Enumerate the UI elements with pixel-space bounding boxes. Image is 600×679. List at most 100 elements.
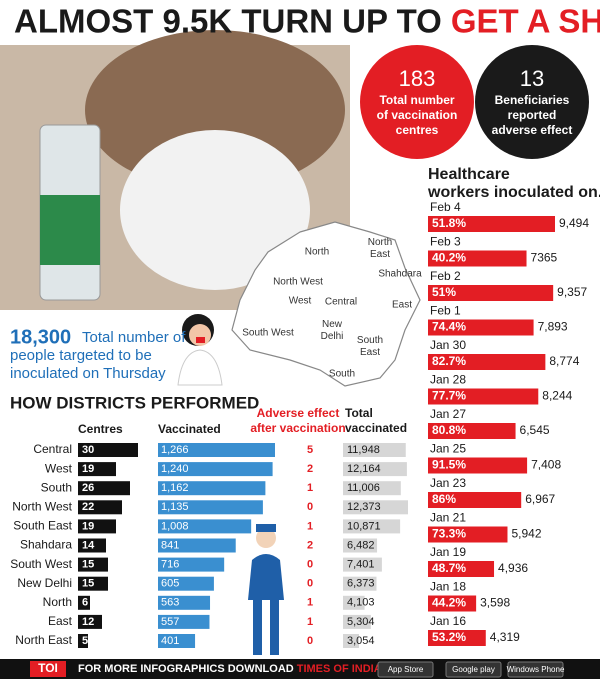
stat-label: Beneficiaries [495,93,570,107]
map-region-label: North [305,247,329,258]
vaccinated-bar [158,538,236,553]
count-label: 7365 [531,251,558,265]
centres-bar [78,443,138,457]
title-highlight: GET A SHOT [451,3,600,40]
centres-bar [78,500,122,515]
date-label: Jan 21 [430,511,466,525]
centres-bar [78,634,88,648]
healthcare-title: Healthcare [428,166,510,183]
centres-value: 5 [82,635,88,647]
photo-mask [120,130,310,290]
adverse-value: 1 [307,520,313,532]
count-label: 8,774 [549,354,579,368]
centres-value: 15 [82,578,94,590]
district-name: North [43,595,72,609]
vaccinated-value: 1,266 [161,444,189,456]
header-adverse: after vaccination [250,421,345,435]
doctor-leg [253,600,262,655]
percent-label: 44.2% [432,596,466,610]
map-region-label: South West [242,328,294,339]
centres-bar [78,462,116,477]
percent-label: 73.3% [432,527,466,541]
total-value: 6,373 [347,578,375,590]
stat-circle [475,45,589,159]
district-name: East [48,614,73,628]
map-region-label: North East [368,237,392,260]
adverse-value: 1 [307,597,313,609]
map-region-label: Central [325,297,357,308]
count-bar [428,423,516,439]
centres-value: 12 [82,616,94,628]
centres-value: 6 [82,597,88,609]
map-region-label: South [329,369,355,380]
count-bar [428,492,522,508]
date-label: Jan 19 [430,545,466,559]
count-label: 5,942 [511,527,541,541]
centres-value: 22 [82,501,94,513]
count-bar [428,216,555,232]
store-badge-label: Windows Phone [507,665,565,674]
photo-vial-label [40,195,100,265]
date-label: Feb 3 [430,235,461,249]
vaccinated-bar [158,595,211,610]
title: ALMOST 9.5K TURN UP TO [14,3,442,40]
district-name: North West [12,499,72,513]
vaccinated-bar [158,519,252,534]
date-label: Jan 25 [430,442,466,456]
centres-bar [78,595,90,610]
centres-bar [78,576,108,591]
total-bar [343,557,382,572]
percent-label: 91.5% [432,458,466,472]
total-bar [343,462,407,477]
stat-label: of vaccination [377,108,458,122]
centres-value: 26 [82,482,94,494]
person-mask [196,337,205,343]
vaccinated-bar [158,462,273,477]
adverse-value: 0 [307,578,313,590]
centres-bar [78,519,116,534]
district-name: South East [13,519,72,533]
date-label: Jan 27 [430,407,466,421]
stat-label: reported [508,108,557,122]
doctor-cap [256,524,276,532]
total-value: 4,103 [347,597,375,609]
count-bar [428,388,539,405]
vaccinated-bar [158,576,214,591]
total-value: 3,054 [347,635,375,647]
vaccinated-value: 1,162 [161,482,189,494]
stat-label: centres [396,123,439,137]
total-bar [343,481,401,496]
percent-label: 51.8% [432,216,466,230]
districts-title: HOW DISTRICTS PERFORMED [10,393,259,412]
targeted-label: Total number of [82,329,186,346]
vaccinated-bar [158,614,210,629]
total-value: 10,871 [347,520,381,532]
targeted-label: inoculated on Thursday [10,365,166,382]
vaccinated-value: 841 [161,539,179,551]
centres-value: 14 [82,539,95,551]
store-badge-label: App Store [388,665,424,674]
vaccinated-value: 401 [161,635,179,647]
centres-bar [78,557,108,572]
percent-label: 82.7% [432,354,466,368]
count-label: 9,357 [557,285,587,299]
footer-brand: TOI [38,661,58,675]
centres-value: 19 [82,463,94,475]
map-region-label: East [392,300,412,311]
total-bar [343,443,406,457]
photo-face [85,30,345,190]
adverse-value: 0 [307,635,313,647]
adverse-value: 2 [307,463,313,475]
percent-label: 40.2% [432,251,466,265]
adverse-value: 0 [307,559,313,571]
count-bar [428,526,508,543]
footer-logo [30,661,66,677]
store-badge-label: Google play [452,665,495,674]
total-bar [343,519,401,534]
vaccinated-value: 1,008 [161,520,189,532]
total-value: 11,006 [347,482,380,494]
map-region-label: New Delhi [321,319,344,342]
centres-value: 15 [82,559,94,571]
person-body [177,349,223,386]
centres-bar [78,481,130,496]
